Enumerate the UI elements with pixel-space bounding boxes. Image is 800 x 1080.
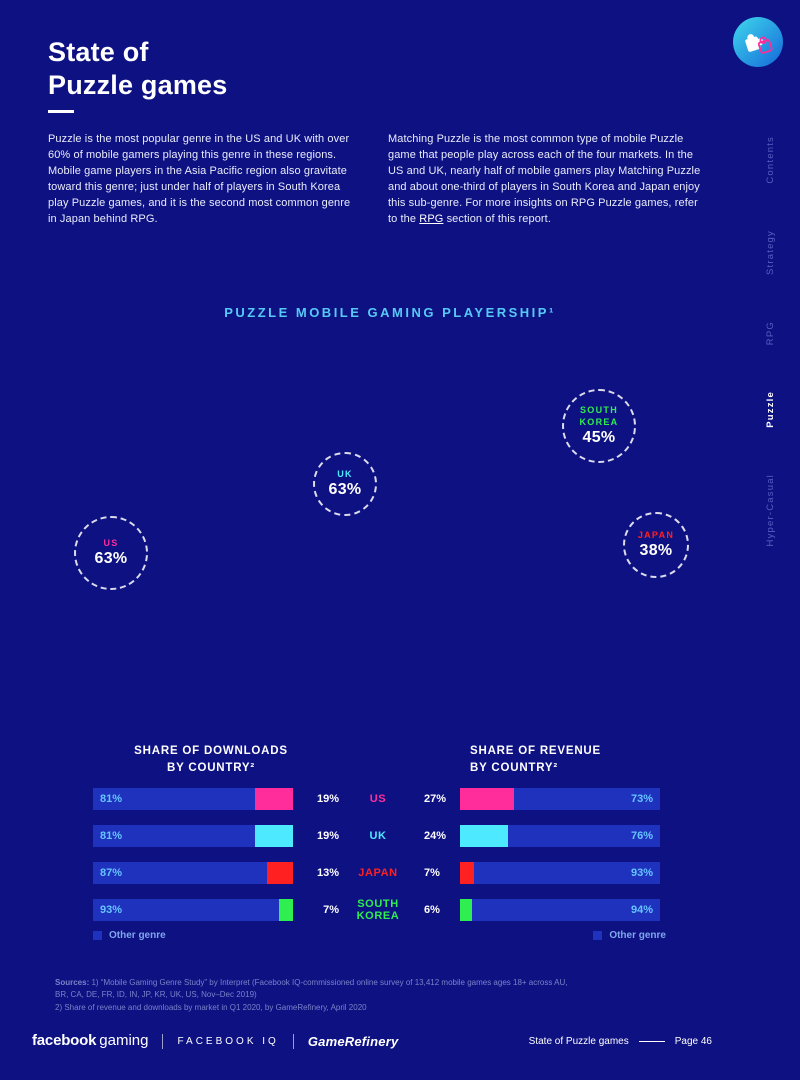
page-title-line2: Puzzle games (48, 69, 228, 100)
footer-brands: facebook gaming FACEBOOK IQ GameRefinery (32, 1032, 398, 1050)
side-nav-item-puzzle[interactable]: Puzzle (765, 390, 776, 428)
sources-line2: 2) Share of revenue and downloads by mar… (55, 1002, 367, 1012)
country-label: JAPAN (358, 866, 398, 879)
playership-chart-title: PUZZLE MOBILE GAMING PLAYERSHIP¹ (224, 305, 556, 320)
downloads-legend: Other genre (93, 930, 166, 941)
revenue-chart-title-line2: BY COUNTRY² (470, 762, 559, 775)
bubble-value: 38% (639, 542, 673, 560)
country-label: UK (369, 829, 387, 842)
other-genre-swatch-icon (93, 931, 102, 940)
revenue-legend-label: Other genre (609, 930, 666, 941)
playership-bubble-uk: UK 63% (313, 452, 377, 516)
rpg-section-link[interactable]: RPG (419, 212, 444, 225)
bubble-value: 63% (328, 481, 362, 499)
downloads-row: 81% 19% (93, 825, 339, 847)
page-title: State of Puzzle games (48, 36, 227, 102)
downloads-legend-label: Other genre (109, 930, 166, 941)
bubble-country-label: UK (337, 468, 353, 479)
gamerefinery-logo: GameRefinery (307, 1033, 399, 1049)
side-nav-item-strategy[interactable]: Strategy (765, 229, 776, 275)
downloads-chart-title-line2: BY COUNTRY² (166, 762, 256, 775)
playership-bubble-us: US 63% (74, 516, 148, 590)
footer-divider (162, 1033, 164, 1049)
revenue-legend: Other genre (593, 930, 666, 941)
country-labels-column: US UK JAPAN SOUTH KOREA (338, 788, 418, 936)
playership-bubble-japan: JAPAN 38% (623, 512, 689, 578)
facebook-gaming-logo: facebook gaming (32, 1032, 148, 1050)
footer-dash (638, 1040, 665, 1043)
footer-divider (292, 1033, 294, 1049)
revenue-row: 27% 73% (424, 788, 660, 810)
bubble-country-label: JAPAN (637, 529, 675, 540)
revenue-row: 24% 76% (424, 825, 660, 847)
side-nav-item-hyper-casual[interactable]: Hyper-Casual (765, 473, 776, 547)
revenue-chart-title: SHARE OF REVENUE BY COUNTRY² (470, 743, 601, 778)
downloads-row: 87% 13% (93, 862, 339, 884)
side-nav: Contents Strategy RPG Puzzle Hyper-Casua… (765, 136, 776, 546)
country-label: SOUTH KOREA (356, 897, 400, 922)
page-title-line1: State of (48, 37, 149, 67)
sources-label: Sources: (55, 978, 90, 987)
revenue-row: 7% 93% (424, 862, 660, 884)
bubble-country-label: SOUTH KOREA (579, 404, 619, 427)
revenue-row: 6% 94% (424, 899, 660, 921)
intro-right-text-after: section of this report. (443, 212, 551, 225)
downloads-chart-title-line1: SHARE OF DOWNLOADS (134, 745, 288, 757)
footer-report-title: State of Puzzle games (528, 1036, 629, 1047)
footer-page-number: Page 46 (674, 1036, 712, 1047)
country-label: US (369, 792, 387, 805)
downloads-chart: 81% 19% 81% 19% 87% 13% 93% 7% (93, 788, 339, 936)
revenue-chart: 27% 73% 24% 76% 7% 93% 6% 94% (424, 788, 660, 936)
puzzle-badge-icon (732, 16, 784, 68)
downloads-row: 93% 7% (93, 899, 339, 921)
bubble-country-label: US (103, 537, 119, 548)
intro-paragraph-right: Matching Puzzle is the most common type … (388, 132, 710, 228)
side-nav-item-rpg[interactable]: RPG (765, 320, 776, 345)
bubble-value: 45% (582, 429, 616, 447)
playership-bubble-south-korea: SOUTH KOREA 45% (562, 389, 636, 463)
side-nav-item-contents[interactable]: Contents (765, 136, 776, 184)
facebook-iq-logo: FACEBOOK IQ (177, 1035, 279, 1047)
sources-line1: 1) “Mobile Gaming Genre Study” by Interp… (55, 978, 568, 1000)
gaming-wordmark: gaming (99, 1032, 149, 1049)
facebook-wordmark: facebook (32, 1032, 97, 1049)
revenue-chart-title-line1: SHARE OF REVENUE (470, 745, 602, 757)
other-genre-swatch-icon (593, 931, 603, 940)
downloads-chart-title: SHARE OF DOWNLOADS BY COUNTRY² (93, 743, 329, 778)
intro-right-text: Matching Puzzle is the most common type … (388, 133, 701, 225)
title-underline (48, 110, 74, 113)
bubble-value: 63% (94, 550, 128, 568)
footer-page-info: State of Puzzle games Page 46 (529, 1036, 712, 1047)
downloads-row: 81% 19% (93, 788, 339, 810)
intro-paragraph-left: Puzzle is the most popular genre in the … (48, 133, 351, 225)
sources-footnote: Sources: 1) “Mobile Gaming Genre Study” … (55, 977, 575, 1014)
